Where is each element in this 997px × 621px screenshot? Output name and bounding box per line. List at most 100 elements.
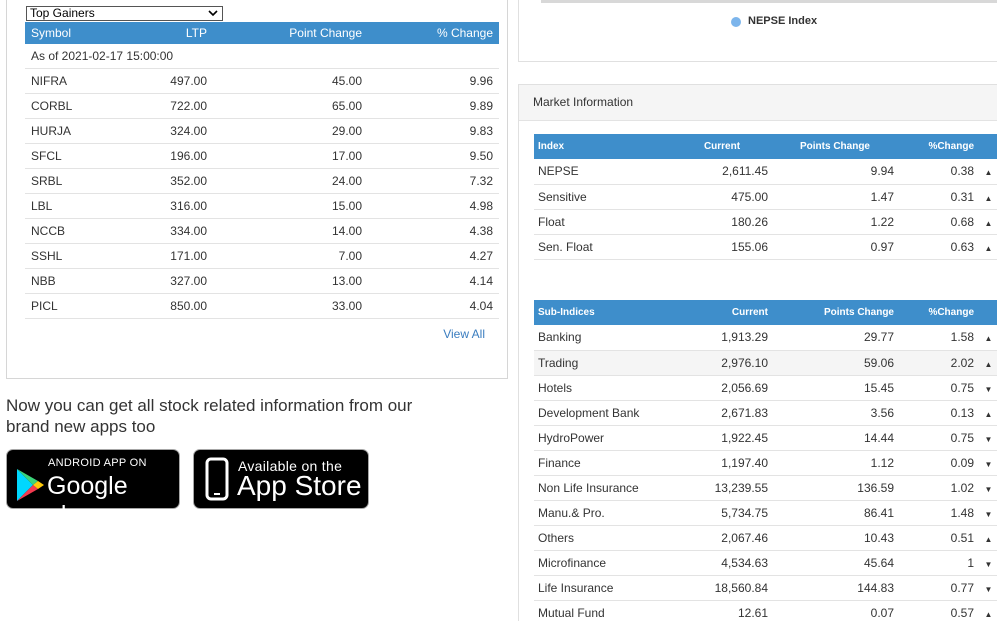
- table-row: Sensitive 475.00 1.47 0.31 ▲: [534, 184, 997, 210]
- cell-symbol[interactable]: SSHL: [25, 243, 137, 269]
- cell-current: 2,067.46: [672, 525, 772, 551]
- cell-symbol[interactable]: SFCL: [25, 143, 137, 169]
- col-points-change: Points Change: [772, 134, 898, 159]
- cell-symbol[interactable]: CORBL: [25, 93, 137, 119]
- cell-pct-change: 0.57: [898, 600, 978, 621]
- chevron-down-icon: [208, 10, 218, 17]
- cell-ltp: 316.00: [137, 193, 213, 219]
- arrow-down-icon: ▼: [978, 475, 997, 501]
- cell-pct-change: 0.13: [898, 400, 978, 426]
- table-header-row: Sub-Indices Current Points Change %Chang…: [534, 300, 997, 325]
- app-promo-text: Now you can get all stock related inform…: [6, 396, 413, 436]
- table-row: Trading 2,976.10 59.06 2.02 ▲: [534, 350, 997, 376]
- cell-pct-change: 4.04: [368, 293, 499, 319]
- table-row: Sen. Float 155.06 0.97 0.63 ▲: [534, 234, 997, 260]
- table-row[interactable]: HURJA 324.00 29.00 9.83: [25, 118, 499, 144]
- col-ltp[interactable]: LTP: [137, 22, 213, 44]
- arrow-down-icon: ▼: [978, 550, 997, 576]
- table-header-row: Symbol LTP Point Change % Change: [25, 22, 499, 44]
- table-row: Others 2,067.46 10.43 0.51 ▲: [534, 525, 997, 551]
- cell-current: 2,671.83: [672, 400, 772, 426]
- cell-point-change: 29.00: [213, 118, 368, 144]
- table-row[interactable]: SRBL 352.00 24.00 7.32: [25, 168, 499, 194]
- table-row[interactable]: NIFRA 497.00 45.00 9.96: [25, 68, 499, 94]
- cell-pct-change: 0.09: [898, 450, 978, 476]
- cell-ltp: 327.00: [137, 268, 213, 294]
- google-play-badge[interactable]: ANDROID APP ON Google play: [6, 449, 180, 529]
- col-pct-change: %Change: [898, 300, 978, 325]
- arrow-down-icon: ▼: [978, 575, 997, 601]
- arrow-up-icon: ▲: [978, 159, 997, 185]
- cell-name: Life Insurance: [534, 575, 672, 601]
- cell-symbol[interactable]: NCCB: [25, 218, 137, 244]
- google-play-icon: [17, 469, 44, 501]
- col-current: Current: [672, 300, 772, 325]
- cell-point-change: 45.00: [213, 68, 368, 94]
- cell-point-change: 65.00: [213, 93, 368, 119]
- gainers-filter-value: Top Gainers: [30, 6, 95, 20]
- table-row[interactable]: SFCL 196.00 17.00 9.50: [25, 143, 499, 169]
- cell-points-change: 3.56: [772, 400, 898, 426]
- arrow-down-icon: ▼: [978, 375, 997, 401]
- table-row: Finance 1,197.40 1.12 0.09 ▼: [534, 450, 997, 476]
- cell-pct-change: 9.50: [368, 143, 499, 169]
- cell-current: 180.26: [672, 209, 772, 235]
- cell-pct-change: 0.68: [898, 209, 978, 235]
- chart-scrollbar[interactable]: [541, 0, 997, 3]
- app-store-badge[interactable]: Available on the App Store: [193, 449, 369, 509]
- cell-pct-change: 1.58: [898, 325, 978, 351]
- table-row[interactable]: NBB 327.00 13.00 4.14: [25, 268, 499, 294]
- legend-dot-icon: [731, 17, 741, 27]
- cell-name: Development Bank: [534, 400, 672, 426]
- table-row[interactable]: CORBL 722.00 65.00 9.89: [25, 93, 499, 119]
- legend-item-nepse-index[interactable]: NEPSE Index: [748, 15, 818, 27]
- table-row: Float 180.26 1.22 0.68 ▲: [534, 209, 997, 235]
- cell-points-change: 144.83: [772, 575, 898, 601]
- view-all-link[interactable]: View All: [443, 327, 485, 341]
- table-row: Manu.& Pro. 5,734.75 86.41 1.48 ▼: [534, 500, 997, 526]
- cell-name: NEPSE: [534, 159, 672, 185]
- index-table: Index Current Points Change %Change NEPS…: [534, 134, 997, 260]
- table-row[interactable]: SSHL 171.00 7.00 4.27: [25, 243, 499, 269]
- gainers-filter-select[interactable]: Top Gainers: [26, 6, 223, 21]
- cell-pct-change: 0.31: [898, 184, 978, 210]
- cell-points-change: 1.22: [772, 209, 898, 235]
- cell-pct-change: 0.77: [898, 575, 978, 601]
- cell-symbol[interactable]: PICL: [25, 293, 137, 319]
- table-header-row: Index Current Points Change %Change: [534, 134, 997, 159]
- col-point-change[interactable]: Point Change: [213, 22, 368, 44]
- cell-symbol[interactable]: NIFRA: [25, 68, 137, 94]
- col-arrow: [978, 134, 997, 159]
- nepse-chart-panel: NEPSE Index: [518, 0, 997, 62]
- cell-point-change: 14.00: [213, 218, 368, 244]
- cell-points-change: 0.07: [772, 600, 898, 621]
- table-row[interactable]: NCCB 334.00 14.00 4.38: [25, 218, 499, 244]
- top-gainers-table: Symbol LTP Point Change % Change As of 2…: [25, 22, 499, 319]
- arrow-up-icon: ▲: [978, 525, 997, 551]
- cell-current: 5,734.75: [672, 500, 772, 526]
- cell-current: 475.00: [672, 184, 772, 210]
- table-row[interactable]: PICL 850.00 33.00 4.04: [25, 293, 499, 319]
- cell-points-change: 9.94: [772, 159, 898, 185]
- cell-points-change: 136.59: [772, 475, 898, 501]
- cell-current: 18,560.84: [672, 575, 772, 601]
- col-pct-change[interactable]: % Change: [368, 22, 499, 44]
- cell-symbol[interactable]: NBB: [25, 268, 137, 294]
- cell-pct-change: 9.83: [368, 118, 499, 144]
- arrow-up-icon: ▲: [978, 209, 997, 235]
- cell-ltp: 352.00: [137, 168, 213, 194]
- cell-name: Others: [534, 525, 672, 551]
- arrow-up-icon: ▲: [978, 234, 997, 260]
- table-row: Non Life Insurance 13,239.55 136.59 1.02 ▼: [534, 475, 997, 501]
- cell-points-change: 86.41: [772, 500, 898, 526]
- table-row[interactable]: LBL 316.00 15.00 4.98: [25, 193, 499, 219]
- cell-pct-change: 4.98: [368, 193, 499, 219]
- cell-symbol[interactable]: HURJA: [25, 118, 137, 144]
- col-symbol[interactable]: Symbol: [25, 22, 137, 44]
- market-information-header: Market Information: [519, 85, 997, 121]
- cell-ltp: 722.00: [137, 93, 213, 119]
- cell-symbol[interactable]: LBL: [25, 193, 137, 219]
- arrow-down-icon: ▼: [978, 425, 997, 451]
- cell-symbol[interactable]: SRBL: [25, 168, 137, 194]
- as-of-row: As of 2021-02-17 15:00:00: [25, 44, 499, 69]
